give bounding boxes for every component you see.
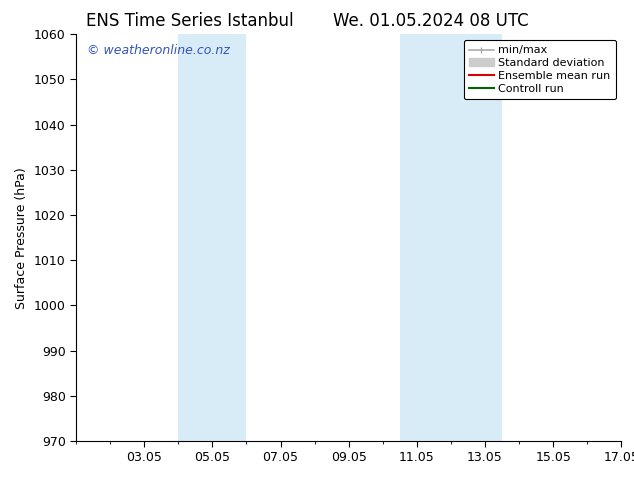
Text: We. 01.05.2024 08 UTC: We. 01.05.2024 08 UTC — [333, 12, 529, 30]
Text: © weatheronline.co.nz: © weatheronline.co.nz — [87, 45, 230, 57]
Bar — [400, 34, 502, 441]
Bar — [178, 34, 247, 441]
Y-axis label: Surface Pressure (hPa): Surface Pressure (hPa) — [15, 167, 29, 309]
Text: ENS Time Series Istanbul: ENS Time Series Istanbul — [86, 12, 294, 30]
Legend: min/max, Standard deviation, Ensemble mean run, Controll run: min/max, Standard deviation, Ensemble me… — [463, 40, 616, 99]
